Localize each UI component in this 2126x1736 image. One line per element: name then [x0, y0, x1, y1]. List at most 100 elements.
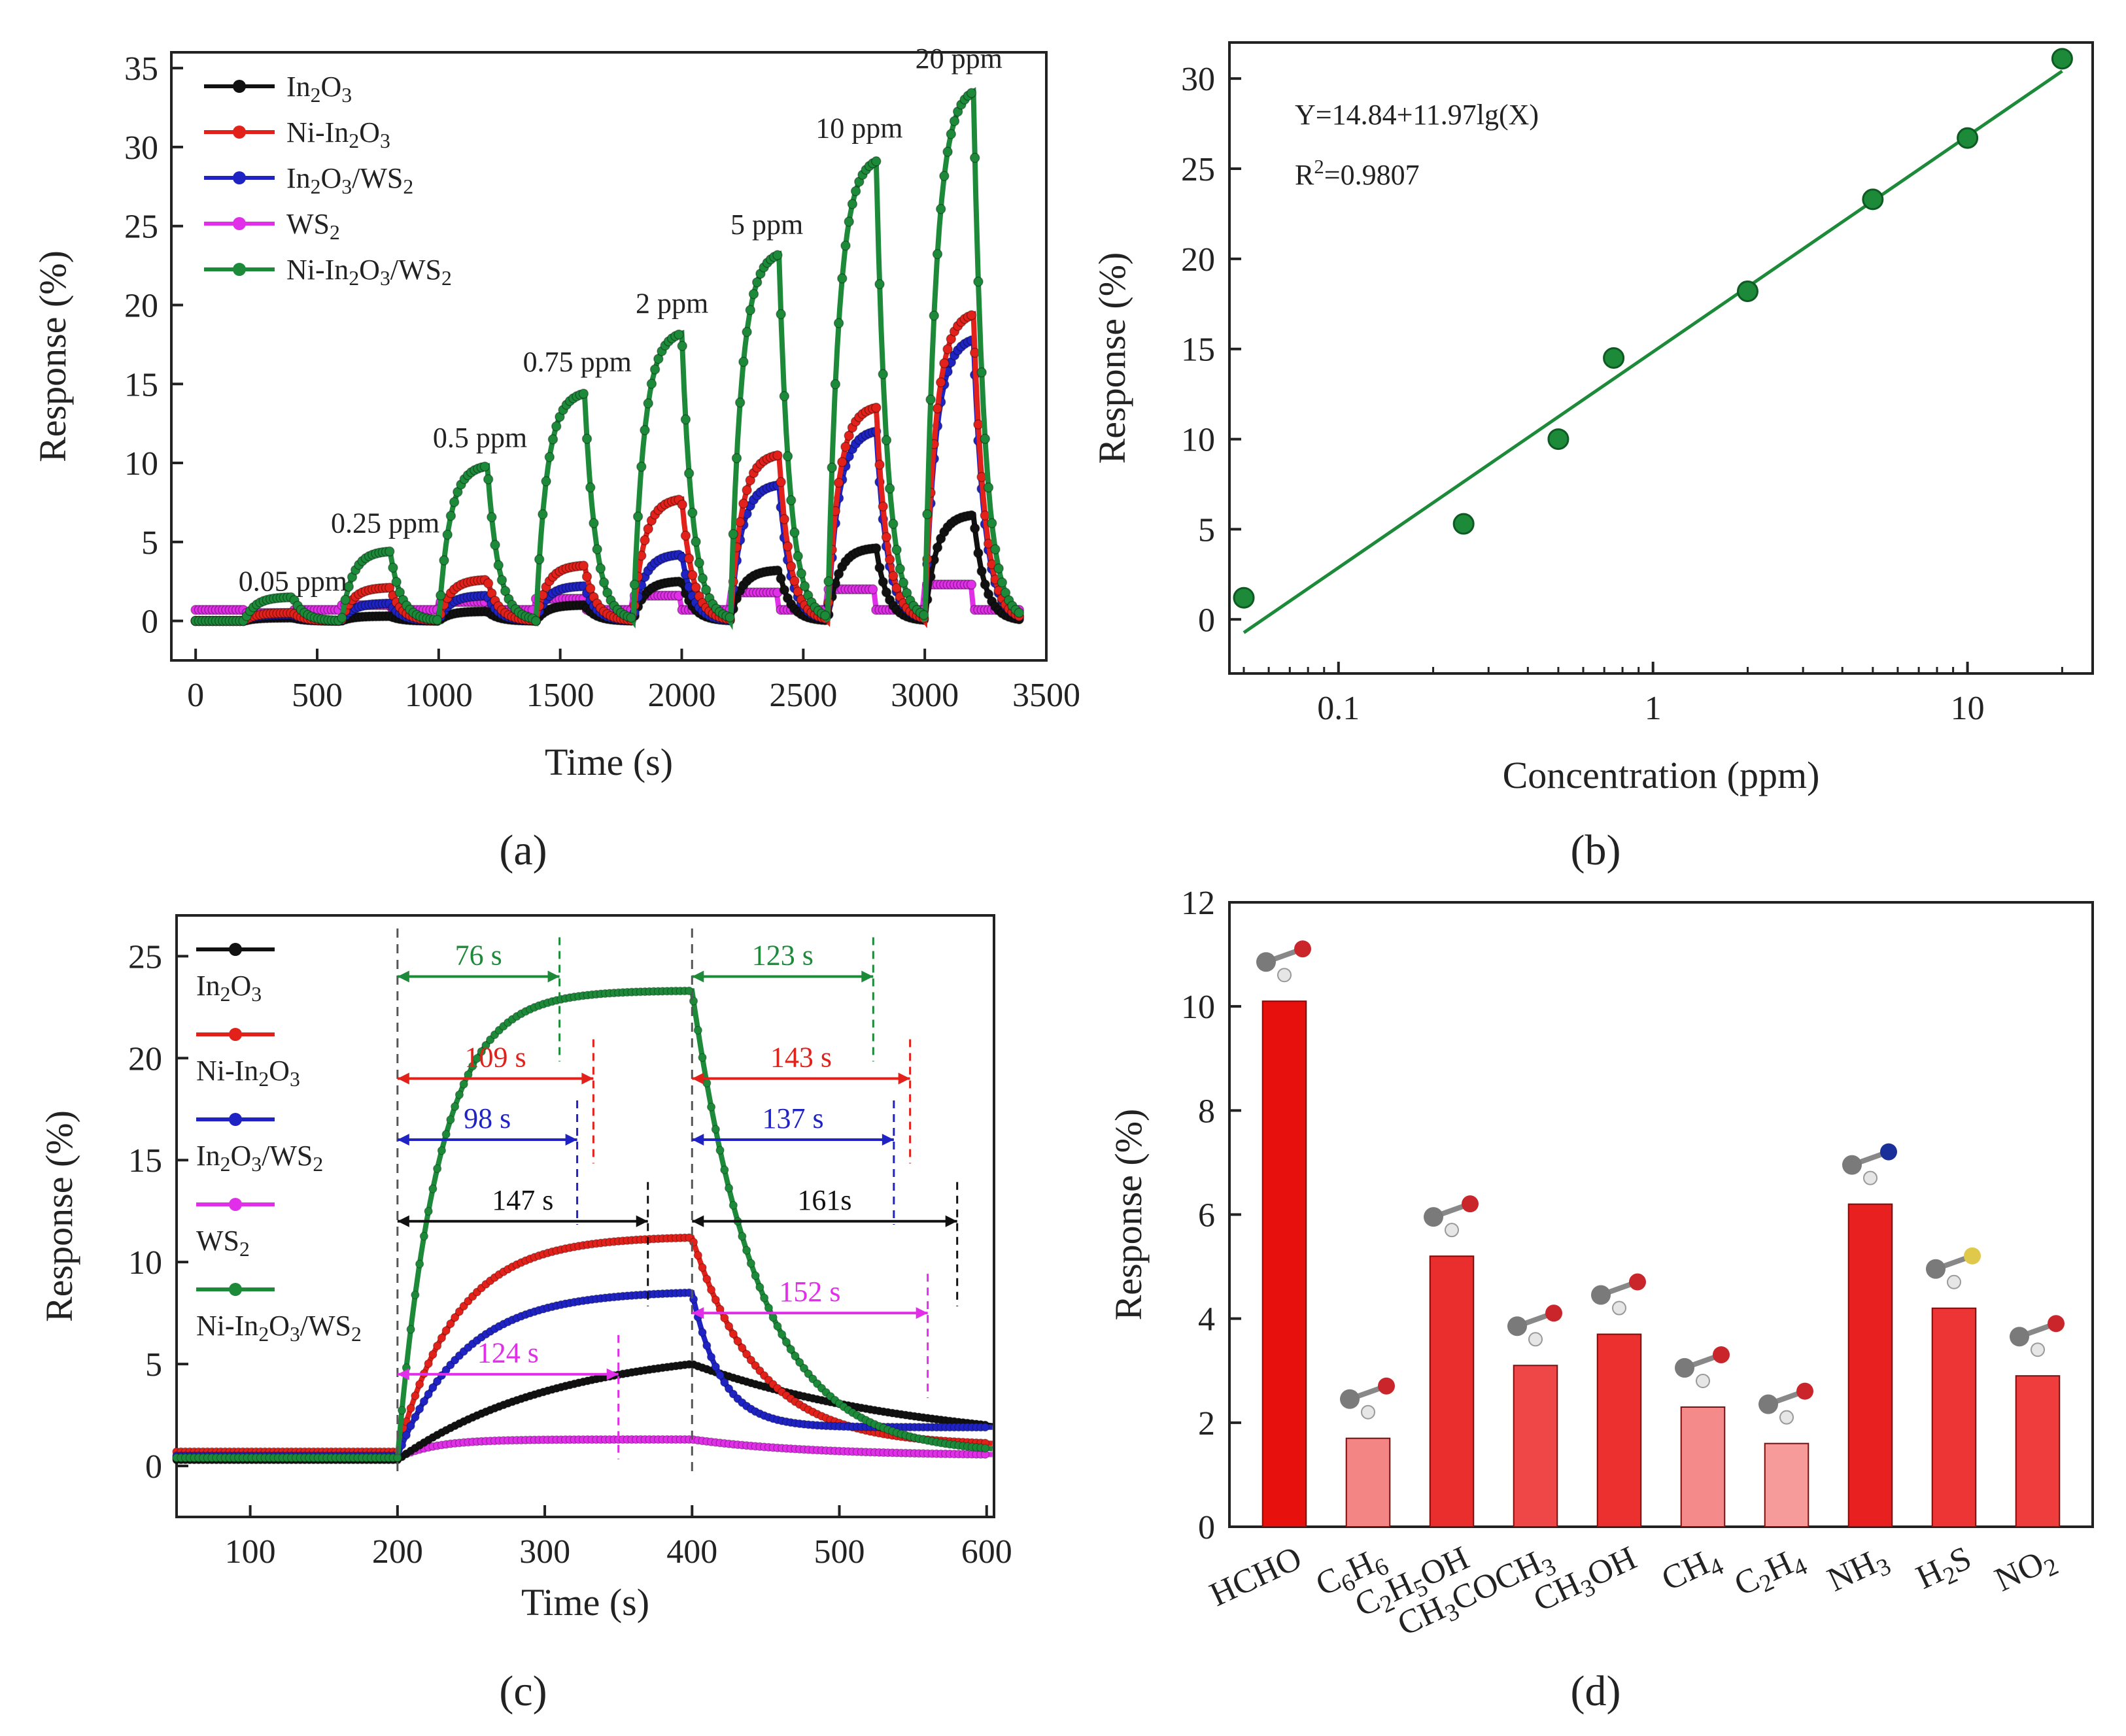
d-molecule-atom	[1507, 1316, 1527, 1336]
a-point	[738, 498, 749, 509]
c-point	[804, 1369, 813, 1378]
c-point	[419, 1397, 428, 1406]
b-xtick-label: 0.1	[1317, 690, 1360, 727]
a-point	[442, 529, 453, 540]
d-molecule-atom	[1424, 1207, 1443, 1227]
a-point	[632, 511, 643, 522]
b-xtick-label: 1	[1645, 690, 1662, 727]
c-legend-marker	[229, 1198, 242, 1211]
a-point	[983, 482, 994, 493]
a-point	[646, 379, 657, 389]
d-xtick-label: HCHO	[1204, 1539, 1307, 1614]
a-point	[932, 248, 943, 260]
a-point	[479, 461, 490, 472]
d-molecule-atom	[2048, 1315, 2065, 1333]
a-point	[385, 583, 395, 593]
a-point	[878, 501, 888, 512]
a-xlabel: Time (s)	[545, 741, 673, 783]
a-point	[881, 532, 892, 543]
c-point	[724, 1321, 734, 1331]
a-point	[439, 555, 449, 566]
a-point	[725, 612, 735, 622]
a-point	[837, 273, 848, 284]
a-ytick-label: 20	[124, 287, 158, 324]
a-point	[779, 391, 790, 401]
a-point	[697, 573, 708, 584]
d-molecule-atom	[1880, 1143, 1897, 1161]
a-point	[490, 539, 500, 551]
a-point	[782, 541, 793, 552]
d-molecule-atom	[1964, 1247, 1981, 1265]
a-ytick-label: 10	[124, 445, 158, 483]
a-point	[833, 477, 844, 488]
b-xtick-label: 10	[1951, 690, 1985, 727]
b-data-point	[1862, 188, 1884, 211]
a-point	[939, 171, 950, 181]
c-point	[729, 1329, 738, 1338]
d-molecule-icon	[1340, 1377, 1395, 1420]
c-response-time-arrowhead-right	[565, 1134, 577, 1146]
a-point	[687, 570, 698, 581]
c-xlabel: Time (s)	[521, 1581, 649, 1624]
a-point	[966, 510, 977, 520]
a-point	[878, 369, 888, 380]
c-recovery-time-arrowhead-right	[861, 970, 874, 983]
c-point	[451, 1313, 460, 1322]
a-point	[677, 341, 687, 351]
d-bar-NO2	[2015, 1375, 2061, 1527]
a-point	[343, 581, 354, 592]
a-point	[691, 582, 701, 593]
c-point	[720, 1165, 729, 1174]
b-ytick-label: 20	[1181, 241, 1215, 279]
c-response-time-label: 124 s	[477, 1337, 539, 1369]
a-legend-marker	[233, 80, 246, 93]
a-point	[949, 116, 960, 126]
c-point	[715, 1146, 725, 1155]
a-ytick-label: 0	[141, 604, 158, 641]
c-xtick-label: 600	[961, 1533, 1012, 1571]
a-point	[782, 451, 793, 462]
d-molecule-atom	[1675, 1357, 1694, 1378]
c-point	[411, 1290, 420, 1300]
d-xtick-label: NH3	[1822, 1539, 1895, 1603]
a-point	[592, 544, 602, 554]
a-point	[734, 517, 746, 528]
c-point	[481, 1041, 490, 1050]
d-bar-CH4	[1680, 1406, 1726, 1527]
a-point	[929, 310, 940, 321]
a-point	[436, 590, 446, 601]
a-point	[776, 309, 786, 320]
a-point	[534, 554, 545, 565]
d-ytick-label: 8	[1198, 1093, 1215, 1130]
c-point	[415, 1404, 424, 1414]
b-data-point	[1233, 587, 1255, 609]
a-point	[796, 568, 807, 579]
d-molecule-atom	[1528, 1332, 1543, 1347]
d-ytick-label: 12	[1181, 885, 1215, 922]
a-concentration-label: 5 ppm	[730, 209, 803, 241]
d-ylabel: Response (%)	[1107, 1109, 1150, 1321]
c-response-time-label: 76 s	[455, 940, 502, 972]
a-point	[388, 562, 398, 573]
c-series-Ni-In2O3/WS2	[172, 986, 993, 1463]
c-point	[795, 1357, 804, 1367]
d-molecule-atom	[1340, 1389, 1360, 1409]
d-molecule-atom	[1462, 1195, 1479, 1213]
c-line-Ni-In2O3/WS2	[177, 988, 993, 1461]
c-recovery-time-arrowhead-right	[898, 1072, 910, 1085]
c-ytick-label: 20	[128, 1040, 162, 1078]
c-point	[424, 1389, 433, 1399]
a-point	[779, 514, 790, 524]
a-ylabel: Response (%)	[31, 250, 74, 462]
c-point	[729, 1200, 738, 1210]
c-ytick-label: 25	[128, 938, 162, 976]
a-point	[776, 573, 786, 584]
c-point	[698, 1328, 707, 1337]
a-point	[538, 509, 548, 520]
c-point	[441, 1326, 451, 1335]
c-point	[415, 1380, 424, 1389]
a-point	[976, 566, 987, 577]
c-point	[781, 1337, 791, 1347]
c-point	[685, 986, 694, 996]
c-point	[720, 1314, 729, 1323]
